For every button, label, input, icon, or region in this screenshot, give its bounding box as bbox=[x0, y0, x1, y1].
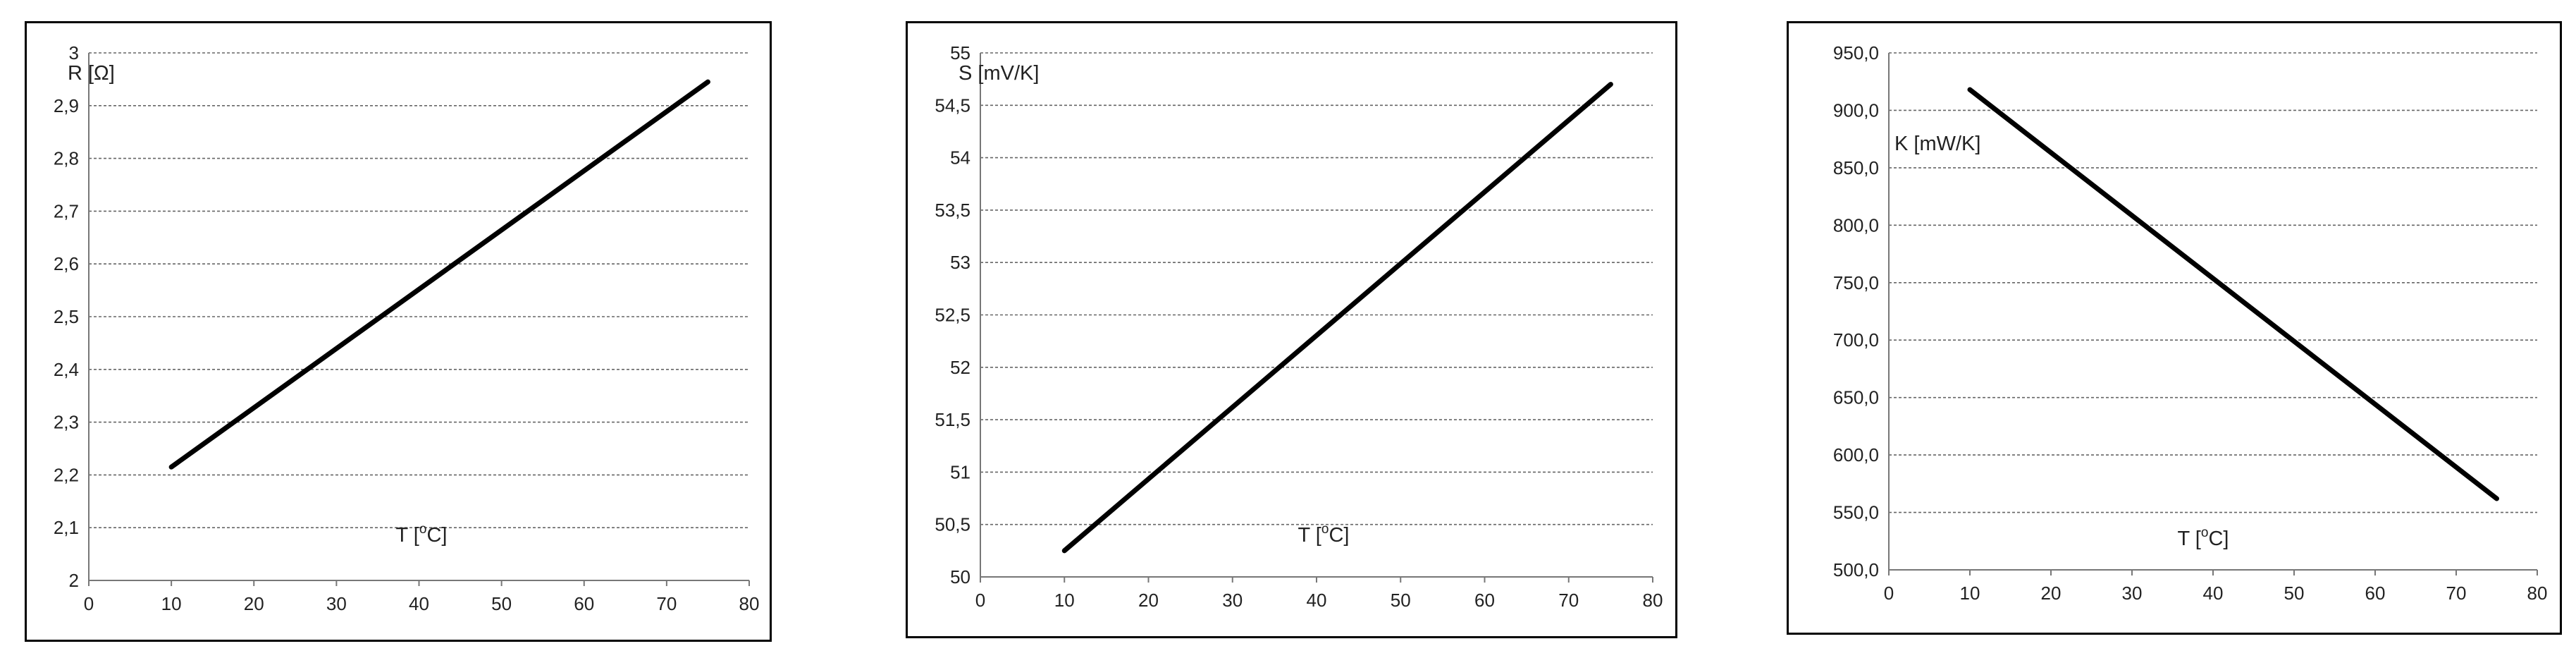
y-tick-label: 500,0 bbox=[1833, 559, 1879, 580]
y-axis-title: R [Ω] bbox=[68, 62, 115, 85]
y-tick-label: 52,5 bbox=[935, 305, 970, 326]
x-tick-label: 60 bbox=[2365, 583, 2386, 604]
x-tick-label: 0 bbox=[1884, 583, 1894, 604]
x-tick-label: 80 bbox=[1643, 590, 1663, 611]
y-tick-label: 750,0 bbox=[1833, 272, 1879, 293]
y-tick-label: 52 bbox=[950, 357, 970, 378]
y-tick-label: 53,5 bbox=[935, 200, 970, 221]
y-axis-title: K [mW/K] bbox=[1894, 133, 1980, 155]
y-tick-label: 2,9 bbox=[54, 95, 79, 116]
y-tick-label: 650,0 bbox=[1833, 387, 1879, 408]
y-tick-label: 2,5 bbox=[54, 306, 79, 327]
x-tick-label: 10 bbox=[1960, 583, 1980, 604]
y-tick-label: 50 bbox=[950, 566, 970, 587]
conductance-chart: 500,0 550,0 600,0 650,0 700,0 750,0 800,0 850,0… bbox=[1833, 42, 2548, 604]
y-tick-label: 950,0 bbox=[1833, 42, 1879, 63]
y-tick-label: 54 bbox=[950, 147, 970, 169]
y-tick-label: 550,0 bbox=[1833, 502, 1879, 523]
y-tick-label: 600,0 bbox=[1833, 444, 1879, 465]
resistance-chart: 22,12,22,32,42,52,62,72,82,930 10 20 30 40 50… bbox=[54, 42, 760, 614]
x-tick-label: 10 bbox=[1054, 590, 1075, 611]
chart-panel-seebeck: 50 50,5 51 51,5 52 52,5 53 53,5 54 54,5 55 0 10 20 30 4… bbox=[906, 21, 1677, 638]
x-tick-label: 50 bbox=[2284, 583, 2305, 604]
y-tick-label: 700,0 bbox=[1833, 329, 1879, 351]
x-tick-label: 20 bbox=[2041, 583, 2062, 604]
x-tick-label: 60 bbox=[1474, 590, 1495, 611]
y-tick-label: 850,0 bbox=[1833, 157, 1879, 178]
x-tick-label: 30 bbox=[326, 593, 347, 614]
x-tick-label: 50 bbox=[491, 593, 512, 614]
series-line-0 bbox=[1967, 87, 2499, 501]
x-axis-title: T [oC] bbox=[396, 522, 448, 547]
seebeck-chart: 50 50,5 51 51,5 52 52,5 53 53,5 54 54,5 55 0 10 20 30 4… bbox=[935, 42, 1663, 611]
chart-panel-resistance: 2 2,1 2,2 2,3 2,4 2,5 2,6 2,7 2,8 2,9 3 0 10 20 30 40 50… bbox=[25, 21, 772, 642]
x-tick-label: 80 bbox=[739, 593, 760, 614]
x-tick-label: 40 bbox=[2203, 583, 2224, 604]
x-tick-label: 60 bbox=[574, 593, 594, 614]
y-tick-label: 2,6 bbox=[54, 253, 79, 274]
y-tick-label: 2 bbox=[69, 570, 79, 591]
chart-panel-conductance: 500,0 550,0 600,0 650,0 700,0 750,0 800,0 850,0… bbox=[1787, 21, 2562, 635]
series-line-0 bbox=[1061, 82, 1613, 554]
y-tick-label: 2,1 bbox=[54, 517, 79, 538]
y-tick-label: 2,3 bbox=[54, 412, 79, 433]
y-tick-label: 2,2 bbox=[54, 464, 79, 485]
y-tick-label: 53 bbox=[950, 252, 970, 273]
y-tick-label: 2,7 bbox=[54, 200, 79, 221]
x-tick-label: 70 bbox=[1558, 590, 1579, 611]
x-tick-label: 40 bbox=[1307, 590, 1327, 611]
y-tick-label: 51,5 bbox=[935, 409, 970, 430]
x-tick-label: 10 bbox=[161, 593, 182, 614]
y-tick-label: 900,0 bbox=[1833, 99, 1879, 121]
x-tick-label: 30 bbox=[1222, 590, 1243, 611]
y-tick-label: 51 bbox=[950, 461, 970, 482]
y-tick-label: 3 bbox=[69, 42, 79, 63]
x-tick-label: 40 bbox=[409, 593, 429, 614]
y-tick-label: 50,5 bbox=[935, 514, 970, 535]
x-axis-title: T [oC] bbox=[2178, 525, 2229, 550]
y-axis-title: S [mV/K] bbox=[959, 62, 1039, 85]
y-tick-label: 800,0 bbox=[1833, 214, 1879, 236]
y-tick-label: 55 bbox=[950, 42, 970, 63]
x-tick-label: 0 bbox=[975, 590, 985, 611]
y-tick-label: 2,8 bbox=[54, 148, 79, 169]
x-tick-label: 30 bbox=[2122, 583, 2143, 604]
x-tick-label: 20 bbox=[244, 593, 264, 614]
series-line-0 bbox=[168, 79, 710, 470]
x-tick-label: 80 bbox=[2527, 583, 2548, 604]
x-tick-label: 70 bbox=[656, 593, 677, 614]
x-axis-title: T [oC] bbox=[1298, 522, 1350, 547]
y-tick-label: 2,4 bbox=[54, 359, 79, 380]
x-tick-label: 0 bbox=[84, 593, 94, 614]
x-tick-label: 70 bbox=[2446, 583, 2467, 604]
x-tick-label: 50 bbox=[1391, 590, 1411, 611]
x-tick-label: 20 bbox=[1138, 590, 1159, 611]
y-tick-label: 54,5 bbox=[935, 95, 970, 116]
